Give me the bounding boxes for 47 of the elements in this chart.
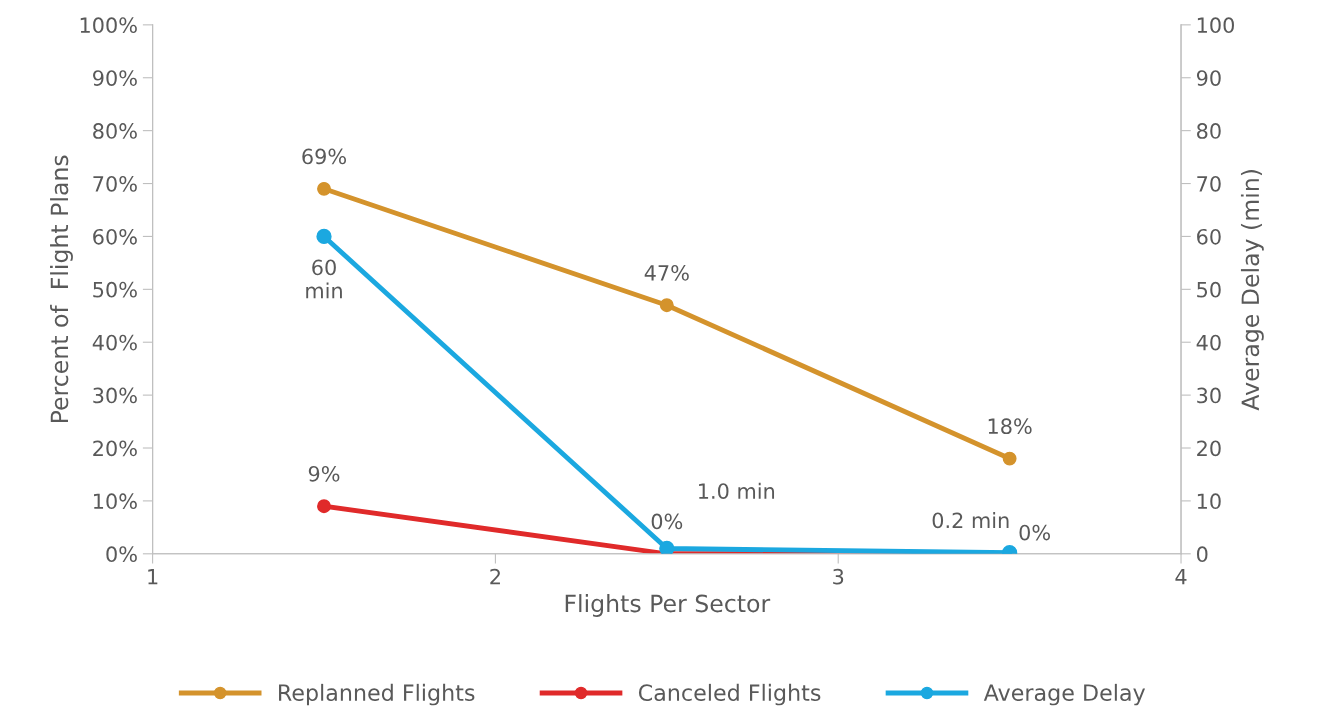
y-tick-label: 80% <box>93 123 137 139</box>
x-tick-label: 3 <box>833 568 844 585</box>
y-tick-label: 50% <box>93 281 137 298</box>
y-tick-label: 90% <box>93 70 137 86</box>
point <box>659 540 675 554</box>
y-axis-title: Percent of Flight Plans <box>50 155 73 423</box>
data-label: 0% <box>651 513 683 530</box>
y-tick-label: 20% <box>93 440 137 457</box>
data-label: 60 min <box>306 259 342 299</box>
point <box>659 298 674 313</box>
y2-tick-label: 30 <box>1197 387 1221 404</box>
y-tick-label: 40% <box>92 334 137 351</box>
point <box>317 499 331 514</box>
y-tick-label: 70% <box>93 175 137 192</box>
x-tick-label: 1 <box>148 569 158 585</box>
data-label: 9% <box>308 465 340 482</box>
y2-axis-title: Average Delay (min) <box>1240 170 1264 411</box>
data-label: 0% <box>1019 524 1050 541</box>
y2-tick-label: 10 <box>1197 493 1221 510</box>
data-label: 0.2 min <box>932 512 1009 529</box>
y2-tick-label: 80 <box>1197 123 1221 139</box>
y2-tick-label: 0 <box>1196 546 1208 563</box>
legend-label: Average Delay <box>983 683 1146 706</box>
x-axis-title: Flights Per Sector <box>565 594 771 617</box>
legend-label: Replanned Flights <box>279 683 475 706</box>
data-label: 69% <box>302 148 347 165</box>
y-tick-label: 100% <box>80 17 137 34</box>
point <box>317 181 331 196</box>
data-label: 47% <box>644 264 689 281</box>
y-tick-label: 30% <box>93 387 137 404</box>
y2-tick-label: 100 <box>1197 17 1234 34</box>
y-tick-label: 60% <box>93 228 137 245</box>
y-tick-label: 0% <box>106 546 137 563</box>
x-tick-label: 4 <box>1175 569 1187 585</box>
y2-tick-label: 90 <box>1196 70 1221 86</box>
y2-tick-label: 20 <box>1197 440 1221 457</box>
y2-tick-label: 50 <box>1197 281 1221 298</box>
point <box>316 228 332 245</box>
y2-tick-label: 60 <box>1197 228 1221 245</box>
data-label: 18% <box>988 418 1032 435</box>
point <box>1002 451 1017 466</box>
y-tick-label: 10% <box>94 493 137 510</box>
data-label: 1.0 min <box>699 482 775 499</box>
x-tick-label: 2 <box>490 568 500 585</box>
y2-tick-label: 70 <box>1197 175 1221 192</box>
legend-label: Canceled Flights <box>638 683 821 706</box>
y2-tick-label: 40 <box>1196 334 1221 351</box>
